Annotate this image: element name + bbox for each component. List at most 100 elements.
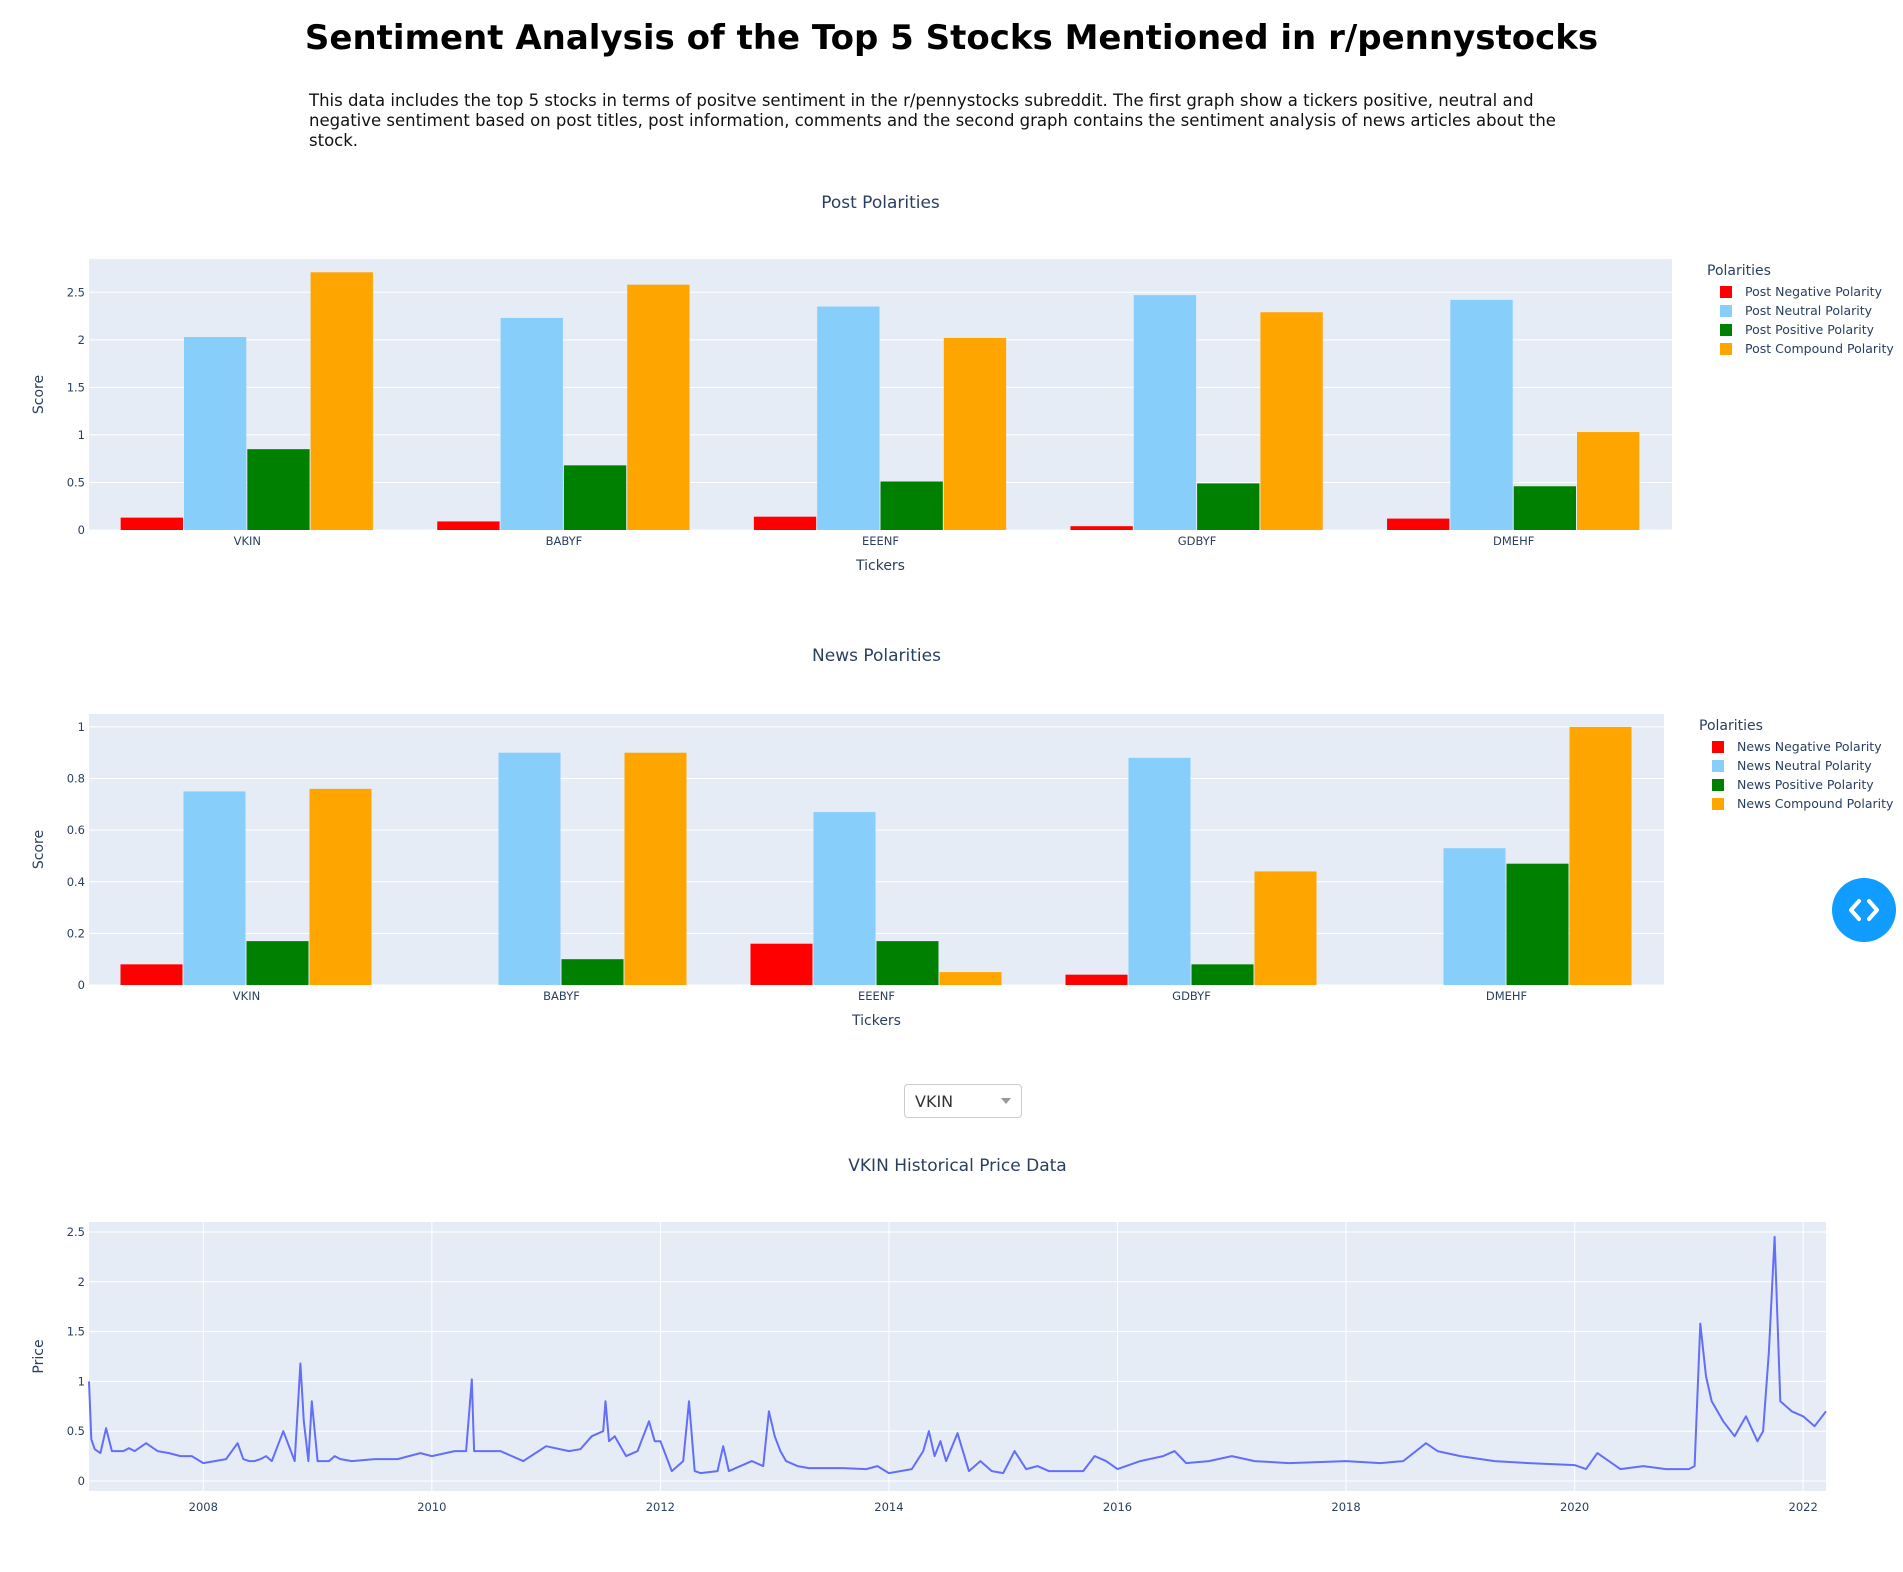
bar [939, 972, 1002, 985]
legend-swatch [1712, 798, 1724, 810]
bar [624, 752, 687, 985]
code-brackets-icon [1849, 899, 1879, 921]
x-tick-label: EEENF [862, 534, 899, 548]
y-tick-label: 0.8 [67, 772, 85, 786]
ticker-dropdown[interactable]: VKIN [904, 1084, 1022, 1118]
bar [1513, 486, 1577, 530]
bar [246, 941, 309, 985]
x-tick-label: DMEHF [1486, 989, 1527, 1003]
x-tick-label: 2014 [874, 1500, 903, 1514]
bar [247, 449, 310, 530]
bar [1506, 863, 1569, 985]
x-tick-label: 2010 [417, 1500, 446, 1514]
y-tick-label: 1.5 [67, 1325, 85, 1339]
y-tick-label: 0.6 [67, 823, 85, 837]
bar [120, 517, 183, 530]
bar [1197, 483, 1260, 530]
intro-paragraph: This data includes the top 5 stocks in t… [309, 91, 1556, 150]
bar [310, 272, 373, 530]
x-tick-label: GDBYF [1172, 989, 1211, 1003]
x-tick-label: DMEHF [1493, 534, 1534, 548]
x-tick-label: BABYF [543, 989, 580, 1003]
bar [817, 306, 880, 530]
y-tick-label: 2.5 [67, 1225, 85, 1239]
legend-title: Polarities [1707, 263, 1771, 279]
news-polarities-chart: 0 0.2 0.4 0.6 0.8 1 VKIN BABYF EEENF GDBYF DMEHF Ne… [0, 637, 1903, 1057]
ticker-dropdown-value: VKIN [915, 1091, 954, 1111]
y-tick-label: 0 [78, 978, 85, 992]
x-tick-label: 2018 [1331, 1500, 1360, 1514]
bar [561, 959, 624, 985]
line-chart-svg: 0 0.5 1 1.5 2 2.5 2008 2010 2012 2014 2016 2018 2020… [31, 1156, 1827, 1514]
y-tick-label: 0 [78, 523, 85, 537]
bar [1443, 848, 1506, 985]
page-title: Sentiment Analysis of the Top 5 Stocks M… [304, 18, 1599, 58]
bar-chart-svg: 0 0.2 0.4 0.6 0.8 1 VKIN BABYF EEENF GDBYF DMEHF Ne… [31, 646, 1894, 1029]
plot-area [89, 1222, 1826, 1491]
legend-item-label: Post Negative Polarity [1745, 284, 1883, 299]
x-tick-label: VKIN [233, 989, 260, 1003]
y-tick-label: 0 [78, 1474, 85, 1488]
bar [1260, 312, 1323, 530]
x-tick-label: 2016 [1103, 1500, 1132, 1514]
legend-item-label: Post Neutral Polarity [1745, 303, 1873, 318]
bar [1450, 299, 1513, 530]
y-tick-label: 0.5 [67, 475, 85, 489]
x-axis-title: Tickers [851, 1013, 901, 1029]
x-tick-label: 2012 [646, 1500, 675, 1514]
bar [1133, 295, 1197, 530]
legend-swatch [1712, 760, 1724, 772]
chart-title: VKIN Historical Price Data [848, 1156, 1066, 1176]
legend-swatch [1720, 305, 1732, 317]
x-axis-title: Tickers [855, 558, 905, 574]
legend-title: Polarities [1699, 718, 1763, 734]
bar [309, 788, 372, 985]
code-toggle-button[interactable] [1832, 878, 1896, 942]
x-tick-label: GDBYF [1178, 534, 1217, 548]
y-tick-label: 2.5 [67, 285, 85, 299]
legend-item-label: News Neutral Polarity [1737, 758, 1872, 773]
x-tick-label: 2022 [1789, 1500, 1818, 1514]
y-tick-label: 0.5 [67, 1424, 85, 1438]
legend-swatch [1720, 343, 1732, 355]
bar [1577, 432, 1640, 530]
chevron-down-icon [1001, 1098, 1011, 1104]
y-axis-title: Score [31, 375, 47, 414]
bar [120, 964, 183, 985]
price-line [88, 1235, 1827, 1475]
y-tick-label: 1 [78, 1374, 85, 1388]
price-history-chart: 0 0.5 1 1.5 2 2.5 2008 2010 2012 2014 2016 2018 2020… [0, 1145, 1903, 1545]
y-tick-label: 1.5 [67, 380, 85, 394]
y-tick-label: 2 [78, 1275, 85, 1289]
y-axis-title: Price [31, 1339, 47, 1373]
bar-chart-svg: 0 0.5 1 1.5 2 2.5 VKIN BABYF EEENF GDBYF DMEHF Post… [31, 193, 1894, 574]
legend-swatch [1712, 741, 1724, 753]
bar [943, 337, 1007, 530]
bar [1254, 871, 1317, 985]
bar [183, 791, 246, 985]
legend-item-label: Post Positive Polarity [1745, 322, 1875, 337]
legend-swatch [1712, 779, 1724, 791]
x-tick-label: 2020 [1560, 1500, 1589, 1514]
y-tick-label: 0.4 [67, 875, 85, 889]
bar [876, 941, 939, 985]
bar [1128, 757, 1191, 985]
legend-item-label: Post Compound Polarity [1745, 341, 1894, 356]
y-tick-label: 1 [78, 720, 85, 734]
bar [1065, 974, 1128, 985]
y-axis-title: Score [31, 830, 47, 869]
bar [563, 465, 627, 530]
legend-item-label: News Compound Polarity [1737, 796, 1894, 811]
chart-title: Post Polarities [821, 193, 940, 213]
legend-swatch [1720, 324, 1732, 336]
x-tick-label: VKIN [234, 534, 261, 548]
legend-item-label: News Positive Polarity [1737, 777, 1874, 792]
bar [1191, 964, 1254, 985]
bar [627, 284, 690, 530]
bar [1070, 526, 1133, 530]
x-tick-label: BABYF [546, 534, 583, 548]
y-tick-label: 0.2 [67, 926, 85, 940]
bar [750, 943, 813, 985]
x-tick-label: EEENF [858, 989, 895, 1003]
y-tick-label: 1 [78, 428, 85, 442]
